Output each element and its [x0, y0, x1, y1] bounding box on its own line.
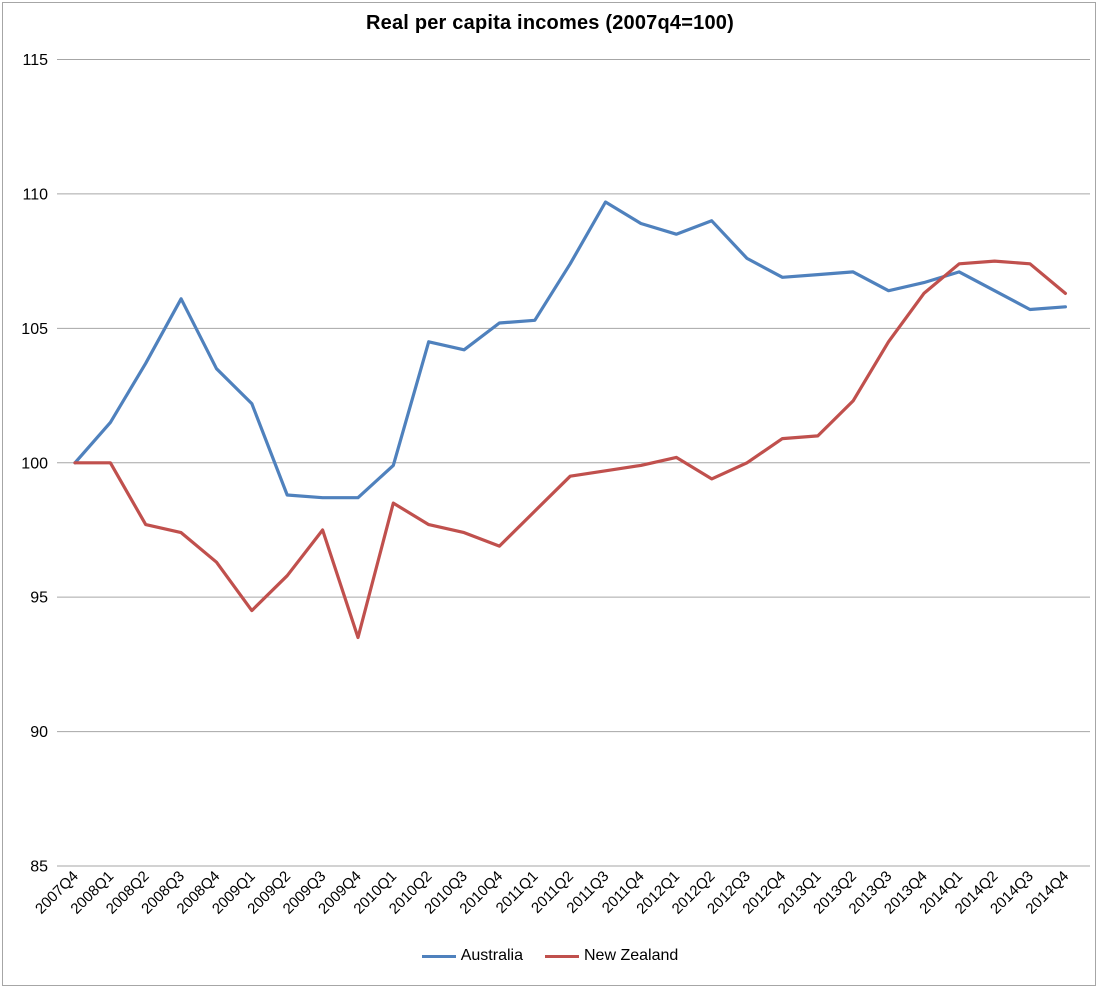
legend-label-australia: Australia [460, 947, 523, 964]
y-tick-label-90: 90 [30, 724, 48, 741]
y-tick-label-110: 110 [22, 186, 48, 203]
series-line-new-zealand [73, 259, 1068, 640]
y-tick-label-115: 115 [22, 52, 48, 69]
series-line-australia [73, 200, 1068, 500]
chart-frame [2, 2, 1096, 986]
legend-label-new-zealand: New Zealand [583, 947, 679, 964]
new-zealand-line-swatch [544, 954, 579, 958]
australia-line-swatch [421, 954, 456, 958]
chart-legend: Australia New Zealand [0, 947, 1100, 965]
chart-title: Real per capita incomes (2007q4=100) [366, 12, 734, 34]
legend-item-new-zealand: New Zealand [544, 947, 679, 965]
y-tick-label-85: 85 [30, 859, 48, 876]
y-tick-label-95: 95 [30, 590, 48, 607]
y-tick-label-105: 105 [21, 321, 48, 338]
legend-item-australia: Australia [421, 947, 523, 965]
y-tick-label-100: 100 [21, 455, 48, 472]
